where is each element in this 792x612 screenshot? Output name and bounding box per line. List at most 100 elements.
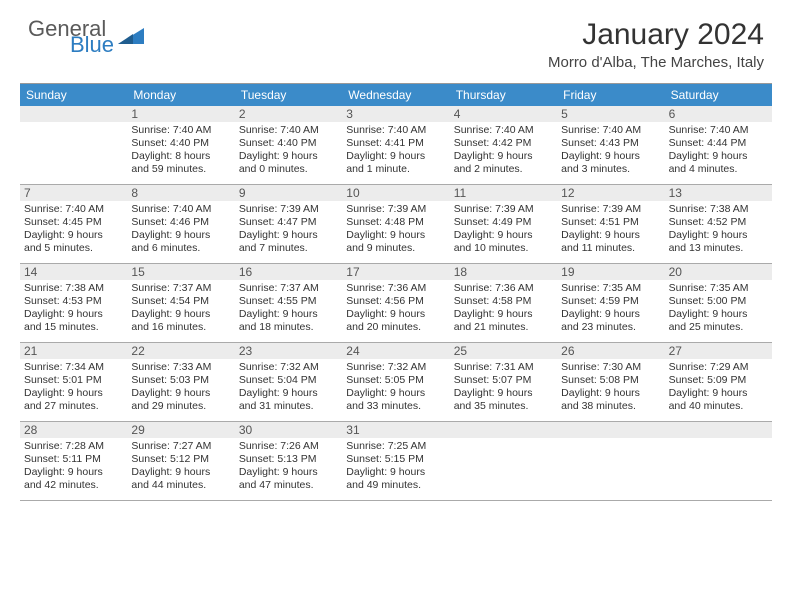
page-header: General Blue January 2024 Morro d'Alba, … xyxy=(0,0,792,75)
sunrise-text: Sunrise: 7:40 AM xyxy=(561,124,660,137)
daynum-row: 14 xyxy=(20,264,127,280)
sunset-text: Sunset: 5:01 PM xyxy=(24,374,123,387)
sunset-text: Sunset: 4:56 PM xyxy=(346,295,445,308)
day-number: 20 xyxy=(669,265,682,279)
daylight-text: and 44 minutes. xyxy=(131,479,230,492)
daynum-row: 17 xyxy=(342,264,449,280)
daylight-text: Daylight: 9 hours xyxy=(669,150,768,163)
daylight-text: and 49 minutes. xyxy=(346,479,445,492)
daynum-row: 3 xyxy=(342,106,449,122)
logo-text: General Blue xyxy=(28,18,114,56)
day-cell: 29Sunrise: 7:27 AMSunset: 5:12 PMDayligh… xyxy=(127,422,234,500)
sunrise-text: Sunrise: 7:26 AM xyxy=(239,440,338,453)
daylight-text: Daylight: 9 hours xyxy=(131,466,230,479)
day-number: 6 xyxy=(669,107,676,121)
daylight-text: and 59 minutes. xyxy=(131,163,230,176)
daynum-row: 6 xyxy=(665,106,772,122)
sunrise-text: Sunrise: 7:39 AM xyxy=(346,203,445,216)
day-cell: 2Sunrise: 7:40 AMSunset: 4:40 PMDaylight… xyxy=(235,106,342,184)
daynum-row: 20 xyxy=(665,264,772,280)
daylight-text: and 1 minute. xyxy=(346,163,445,176)
day-cell: 13Sunrise: 7:38 AMSunset: 4:52 PMDayligh… xyxy=(665,185,772,263)
day-cell: 30Sunrise: 7:26 AMSunset: 5:13 PMDayligh… xyxy=(235,422,342,500)
day-number: 7 xyxy=(24,186,31,200)
sunset-text: Sunset: 5:04 PM xyxy=(239,374,338,387)
daynum-row xyxy=(557,422,664,438)
sunrise-text: Sunrise: 7:40 AM xyxy=(24,203,123,216)
day-number: 19 xyxy=(561,265,574,279)
daynum-row: 31 xyxy=(342,422,449,438)
sunset-text: Sunset: 4:42 PM xyxy=(454,137,553,150)
day-number: 5 xyxy=(561,107,568,121)
daylight-text: and 47 minutes. xyxy=(239,479,338,492)
sunset-text: Sunset: 4:55 PM xyxy=(239,295,338,308)
daylight-text: Daylight: 9 hours xyxy=(454,387,553,400)
sunrise-text: Sunrise: 7:35 AM xyxy=(561,282,660,295)
sunrise-text: Sunrise: 7:27 AM xyxy=(131,440,230,453)
day-cell: 27Sunrise: 7:29 AMSunset: 5:09 PMDayligh… xyxy=(665,343,772,421)
day-cell xyxy=(557,422,664,500)
daylight-text: and 3 minutes. xyxy=(561,163,660,176)
day-cell: 9Sunrise: 7:39 AMSunset: 4:47 PMDaylight… xyxy=(235,185,342,263)
daylight-text: Daylight: 9 hours xyxy=(24,308,123,321)
dow-thu: Thursday xyxy=(450,84,557,106)
daynum-row: 2 xyxy=(235,106,342,122)
daynum-row: 19 xyxy=(557,264,664,280)
sunset-text: Sunset: 5:09 PM xyxy=(669,374,768,387)
sunrise-text: Sunrise: 7:31 AM xyxy=(454,361,553,374)
sunrise-text: Sunrise: 7:35 AM xyxy=(669,282,768,295)
day-cell: 3Sunrise: 7:40 AMSunset: 4:41 PMDaylight… xyxy=(342,106,449,184)
daylight-text: Daylight: 9 hours xyxy=(239,387,338,400)
daylight-text: Daylight: 9 hours xyxy=(131,308,230,321)
sunrise-text: Sunrise: 7:28 AM xyxy=(24,440,123,453)
sunset-text: Sunset: 4:54 PM xyxy=(131,295,230,308)
dow-row: Sunday Monday Tuesday Wednesday Thursday… xyxy=(20,84,772,106)
daynum-row: 30 xyxy=(235,422,342,438)
daynum-row: 7 xyxy=(20,185,127,201)
daylight-text: Daylight: 9 hours xyxy=(346,466,445,479)
day-number: 16 xyxy=(239,265,252,279)
sunrise-text: Sunrise: 7:40 AM xyxy=(346,124,445,137)
day-number: 13 xyxy=(669,186,682,200)
daynum-row: 4 xyxy=(450,106,557,122)
day-cell: 11Sunrise: 7:39 AMSunset: 4:49 PMDayligh… xyxy=(450,185,557,263)
sunrise-text: Sunrise: 7:32 AM xyxy=(239,361,338,374)
day-cell: 17 Sunrise: 7:36 AMSunset: 4:56 PMDayligh… xyxy=(342,264,449,342)
sunset-text: Sunset: 5:00 PM xyxy=(669,295,768,308)
sunrise-text: Sunrise: 7:40 AM xyxy=(669,124,768,137)
sunrise-text: Sunrise: 7:36 AM xyxy=(346,282,445,295)
daylight-text: Daylight: 9 hours xyxy=(346,150,445,163)
daylight-text: and 27 minutes. xyxy=(24,400,123,413)
daylight-text: and 10 minutes. xyxy=(454,242,553,255)
daynum-row: 29 xyxy=(127,422,234,438)
sunset-text: Sunset: 4:51 PM xyxy=(561,216,660,229)
day-cell: 1Sunrise: 7:40 AMSunset: 4:40 PMDaylight… xyxy=(127,106,234,184)
day-cell: 24Sunrise: 7:32 AMSunset: 5:05 PMDayligh… xyxy=(342,343,449,421)
sunset-text: Sunset: 5:07 PM xyxy=(454,374,553,387)
daylight-text: and 38 minutes. xyxy=(561,400,660,413)
sunset-text: Sunset: 5:15 PM xyxy=(346,453,445,466)
day-number: 31 xyxy=(346,423,359,437)
sunset-text: Sunset: 4:48 PM xyxy=(346,216,445,229)
sunset-text: Sunset: 4:58 PM xyxy=(454,295,553,308)
sunset-text: Sunset: 4:46 PM xyxy=(131,216,230,229)
sunrise-text: Sunrise: 7:30 AM xyxy=(561,361,660,374)
day-number: 14 xyxy=(24,265,37,279)
daynum-row: 9 xyxy=(235,185,342,201)
daylight-text: Daylight: 9 hours xyxy=(346,308,445,321)
sunrise-text: Sunrise: 7:39 AM xyxy=(239,203,338,216)
daynum-row: 23 xyxy=(235,343,342,359)
sunrise-text: Sunrise: 7:37 AM xyxy=(131,282,230,295)
daylight-text: Daylight: 9 hours xyxy=(669,229,768,242)
daynum-row: 24 xyxy=(342,343,449,359)
sunrise-text: Sunrise: 7:38 AM xyxy=(24,282,123,295)
day-number: 17 xyxy=(346,265,359,279)
sunset-text: Sunset: 5:05 PM xyxy=(346,374,445,387)
daylight-text: and 6 minutes. xyxy=(131,242,230,255)
daylight-text: Daylight: 9 hours xyxy=(239,308,338,321)
daylight-text: and 13 minutes. xyxy=(669,242,768,255)
daylight-text: Daylight: 9 hours xyxy=(131,229,230,242)
day-cell xyxy=(20,106,127,184)
sunset-text: Sunset: 4:59 PM xyxy=(561,295,660,308)
day-number: 2 xyxy=(239,107,246,121)
